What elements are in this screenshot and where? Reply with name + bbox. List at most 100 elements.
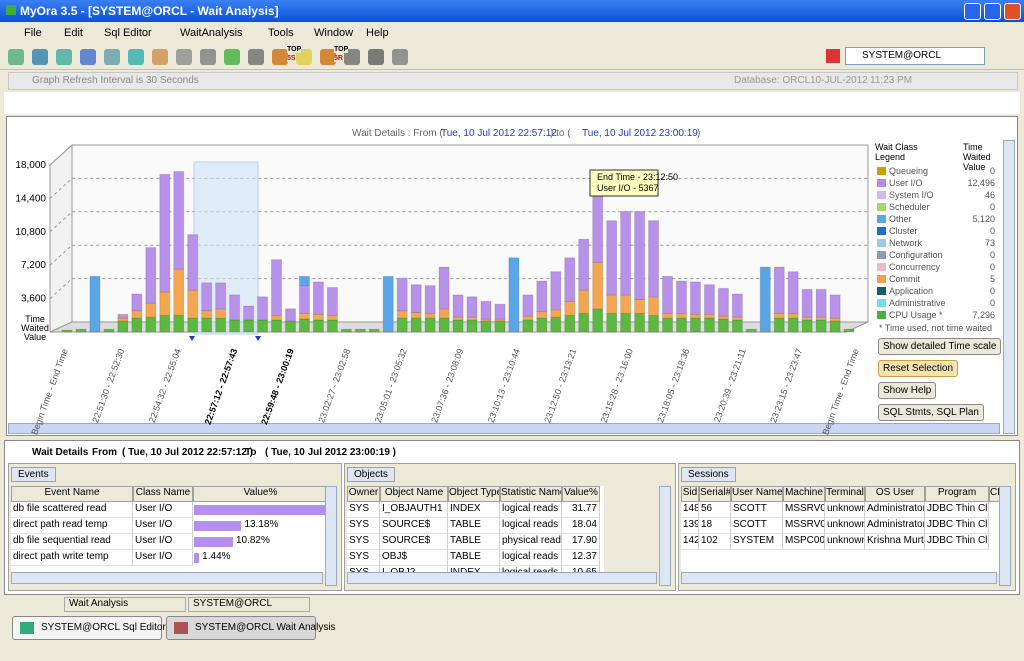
table-cell[interactable]: OBJ$ — [380, 550, 448, 566]
table-cell[interactable]: SOURCE$ — [380, 534, 448, 550]
table-cell[interactable]: TABLE — [448, 518, 500, 534]
table-cell[interactable]: 148 — [681, 502, 699, 518]
column-header[interactable]: Statistic Name — [500, 486, 562, 502]
menu-item[interactable]: Help — [366, 27, 389, 39]
column-header[interactable]: Program — [925, 486, 989, 502]
tool-button[interactable] — [224, 49, 240, 65]
tool-button[interactable] — [248, 49, 264, 65]
tool-button[interactable] — [272, 49, 288, 65]
table-cell[interactable]: 18 — [699, 518, 731, 534]
task-tab[interactable]: SYSTEM@ORCL Wait Analysis — [166, 616, 336, 640]
tool-button[interactable] — [56, 49, 72, 65]
tool-button[interactable] — [128, 49, 144, 65]
table-cell[interactable]: INDEX — [448, 566, 500, 574]
action-button[interactable]: Reset Selection — [878, 360, 959, 377]
column-header[interactable]: Object Name — [380, 486, 448, 502]
table-cell[interactable]: JDBC Thin Client — [925, 502, 989, 518]
table-cell[interactable]: logical reads — [500, 550, 562, 566]
table-cell[interactable]: unknown — [825, 534, 865, 550]
table-cell[interactable]: 18.04 — [562, 518, 600, 534]
tool-button[interactable] — [344, 49, 360, 65]
tool-button[interactable] — [200, 49, 216, 65]
h-scrollbar[interactable] — [11, 572, 323, 584]
menu-item[interactable]: Tools — [268, 27, 294, 39]
column-header[interactable]: User Name — [731, 486, 783, 502]
table-cell[interactable]: unknown — [825, 518, 865, 534]
action-button[interactable]: Show Help — [878, 382, 937, 399]
table-cell[interactable]: I_OBJ2 — [380, 566, 448, 574]
table-cell[interactable]: User I/O — [133, 550, 193, 566]
column-header[interactable]: Owner — [347, 486, 380, 502]
table-cell[interactable]: Krishna Murthy — [865, 534, 925, 550]
table-cell[interactable]: logical reads — [500, 518, 562, 534]
tool-button[interactable] — [80, 49, 96, 65]
disconnect-button[interactable] — [826, 49, 840, 63]
table-cell[interactable]: User I/O — [133, 518, 193, 534]
table-cell[interactable]: physical reads — [500, 534, 562, 550]
table-cell[interactable]: SYSTEM — [731, 534, 783, 550]
table-cell[interactable]: db file sequential read — [11, 534, 133, 550]
v-scrollbar[interactable] — [999, 486, 1011, 586]
table-cell[interactable]: direct path read temp — [11, 518, 133, 534]
column-header[interactable]: Object Type — [448, 486, 500, 502]
table-cell[interactable]: TABLE — [448, 534, 500, 550]
tool-button[interactable] — [368, 49, 384, 65]
tool-button[interactable] — [8, 49, 24, 65]
table-cell[interactable]: 142 — [681, 534, 699, 550]
column-header[interactable]: Event Name — [11, 486, 133, 502]
table-cell[interactable]: logical reads — [500, 502, 562, 518]
h-scrollbar[interactable] — [8, 423, 1000, 434]
tool-button[interactable] — [32, 49, 48, 65]
panel-tab[interactable]: Events — [11, 467, 56, 482]
connection-select[interactable]: SYSTEM@ORCL — [845, 47, 985, 65]
tool-button[interactable] — [176, 49, 192, 65]
table-cell[interactable]: Administrator — [865, 502, 925, 518]
v-scrollbar[interactable] — [1003, 140, 1015, 434]
table-cell[interactable]: JDBC Thin Client — [925, 518, 989, 534]
h-scrollbar[interactable] — [347, 572, 657, 584]
action-button[interactable]: SQL Stmts, SQL Plan — [878, 404, 984, 421]
table-cell[interactable]: unknown — [825, 502, 865, 518]
table-cell[interactable]: SCOTT — [731, 502, 783, 518]
table-cell[interactable]: User I/O — [133, 502, 193, 518]
maximize-button[interactable] — [984, 3, 1001, 20]
table-cell[interactable]: SYS — [347, 566, 380, 574]
table-cell[interactable]: MSSRV01 — [783, 518, 825, 534]
panel-tab[interactable]: Objects — [347, 467, 395, 482]
table-cell[interactable]: JDBC Thin Client — [925, 534, 989, 550]
table-cell[interactable]: 56 — [699, 502, 731, 518]
menu-item[interactable]: Window — [314, 27, 354, 39]
column-header[interactable]: Sid — [681, 486, 699, 502]
table-cell[interactable]: 12.37 — [562, 550, 600, 566]
h-scrollbar[interactable] — [681, 572, 997, 584]
table-cell[interactable]: direct path write temp — [11, 550, 133, 566]
table-cell[interactable]: SOURCE$ — [380, 518, 448, 534]
table-cell[interactable]: 10.65 — [562, 566, 600, 574]
minimize-button[interactable] — [964, 3, 981, 20]
menu-item[interactable]: WaitAnalysis — [180, 27, 243, 39]
table-cell[interactable]: User I/O — [133, 534, 193, 550]
table-cell[interactable]: SCOTT — [731, 518, 783, 534]
table-cell[interactable]: SYS — [347, 502, 380, 518]
table-cell[interactable]: logical reads — [500, 566, 562, 574]
table-cell[interactable]: 31.77 — [562, 502, 600, 518]
v-scrollbar[interactable] — [325, 486, 337, 586]
table-cell[interactable]: SYS — [347, 518, 380, 534]
column-header[interactable]: Machine — [783, 486, 825, 502]
menu-item[interactable]: Sql Editor — [104, 27, 152, 39]
column-header[interactable]: OS User — [865, 486, 925, 502]
task-tab[interactable]: SYSTEM@ORCL Sql Editor — [12, 616, 166, 640]
tool-button[interactable] — [152, 49, 168, 65]
action-button[interactable]: Show detailed Time scale — [878, 338, 1002, 355]
column-header[interactable]: Class Name — [133, 486, 193, 502]
table-cell[interactable]: 139 — [681, 518, 699, 534]
table-cell[interactable]: TABLE — [448, 550, 500, 566]
table-cell[interactable]: SYS — [347, 550, 380, 566]
table-cell[interactable]: MSPC001 — [783, 534, 825, 550]
table-cell[interactable]: MSSRV01 — [783, 502, 825, 518]
column-header[interactable]: Serial# — [699, 486, 731, 502]
column-header[interactable]: Value% — [562, 486, 600, 502]
table-cell[interactable]: 102 — [699, 534, 731, 550]
column-header[interactable]: Terminal — [825, 486, 865, 502]
close-button[interactable] — [1004, 3, 1021, 20]
